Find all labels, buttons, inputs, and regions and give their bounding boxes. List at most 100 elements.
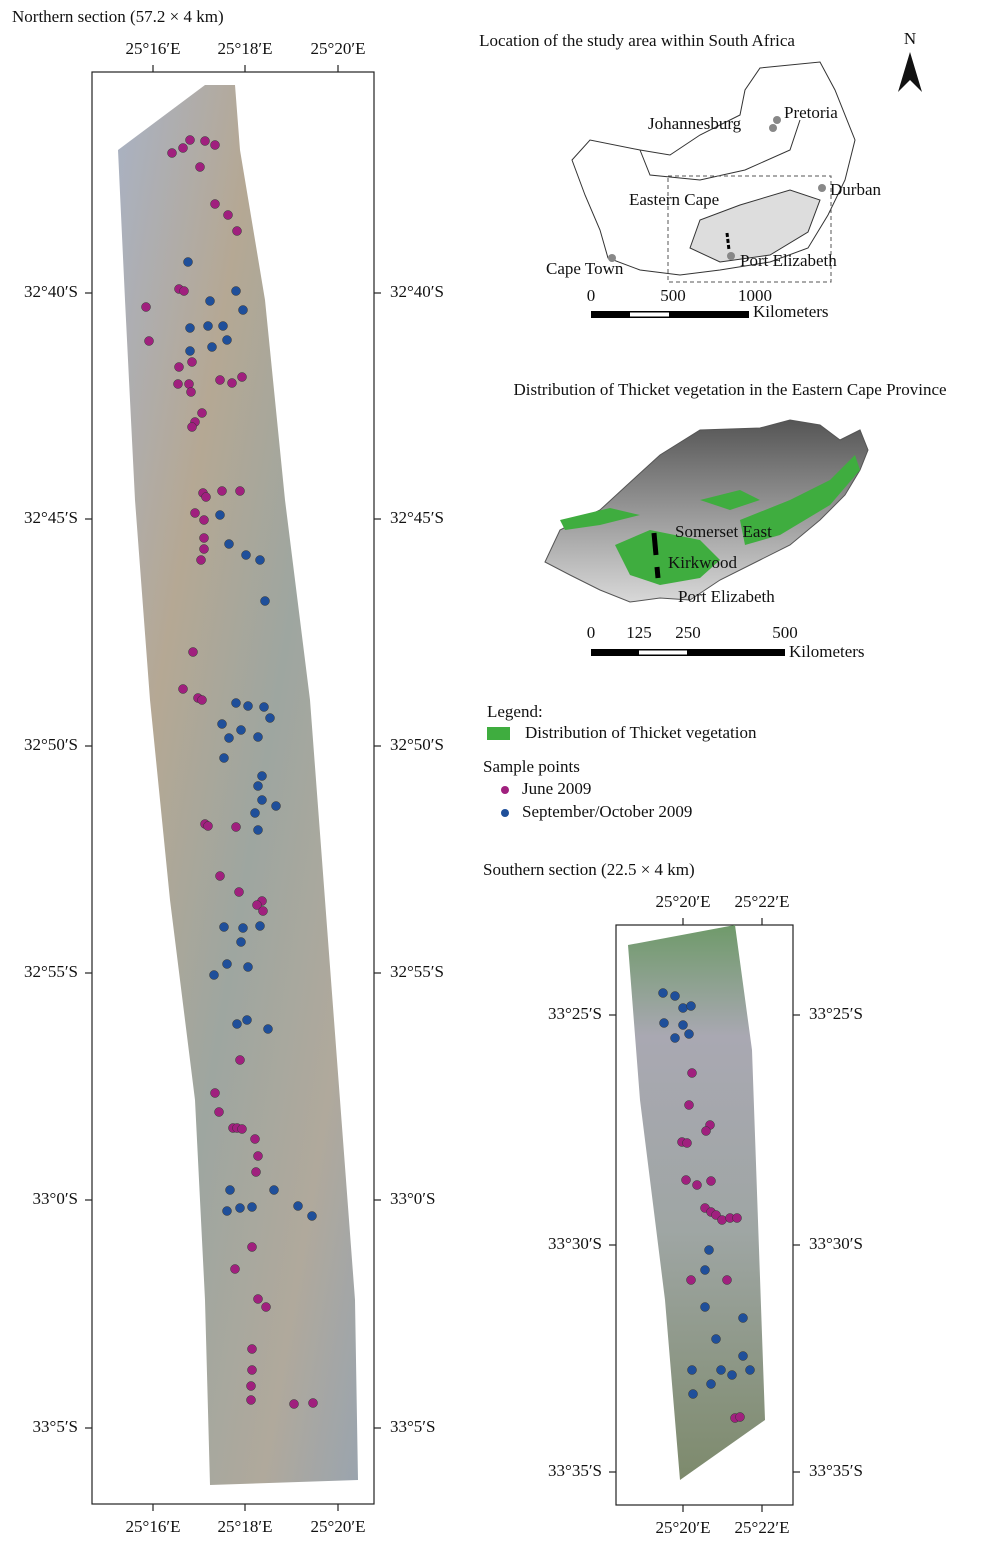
- sample-point: [191, 509, 200, 518]
- location-title: Location of the study area within South …: [479, 31, 795, 50]
- lat-label: 32°40′S: [390, 282, 444, 301]
- sample-point: [198, 696, 207, 705]
- sample-point: [211, 200, 220, 209]
- sample-point: [688, 1069, 697, 1078]
- lon-label: 25°20′E: [656, 892, 711, 911]
- sample-point: [242, 551, 251, 560]
- lon-label: 25°18′E: [218, 1517, 273, 1536]
- sample-point: [184, 258, 193, 267]
- scale-label: 0: [587, 623, 596, 642]
- sample-point: [685, 1101, 694, 1110]
- sample-point: [679, 1021, 688, 1030]
- sample-point: [248, 1345, 257, 1354]
- place-label: Eastern Cape: [629, 190, 719, 209]
- thicket-title: Distribution of Thicket vegetation in th…: [513, 380, 946, 399]
- lat-label: 32°55′S: [390, 962, 444, 981]
- sample-point: [671, 1034, 680, 1043]
- lat-label: 33°30′S: [548, 1234, 602, 1253]
- sample-point: [232, 699, 241, 708]
- place-label: Cape Town: [546, 259, 624, 278]
- sample-point: [233, 227, 242, 236]
- place-label: Kirkwood: [668, 553, 737, 572]
- sample-point: [187, 388, 196, 397]
- sample-point: [251, 1135, 260, 1144]
- sample-point: [687, 1002, 696, 1011]
- sample-point: [201, 137, 210, 146]
- study-strip: [657, 567, 658, 578]
- sample-point: [682, 1176, 691, 1185]
- sample-point: [216, 872, 225, 881]
- sample-point: [746, 1366, 755, 1375]
- lon-label: 25°18′E: [218, 39, 273, 58]
- north-arrow: [898, 52, 922, 92]
- place-label: Somerset East: [675, 522, 772, 541]
- sample-point: [254, 782, 263, 791]
- sample-point: [247, 1396, 256, 1405]
- sample-point: [264, 1025, 273, 1034]
- sample-point: [235, 888, 244, 897]
- sample-point: [659, 989, 668, 998]
- scale-label: 250: [675, 623, 701, 642]
- sample-point: [223, 336, 232, 345]
- sample-point: [248, 1203, 257, 1212]
- sample-point: [248, 1243, 257, 1252]
- sample-point: [251, 809, 260, 818]
- sample-point: [243, 1016, 252, 1025]
- sample-point: [739, 1314, 748, 1323]
- sample-point: [189, 648, 198, 657]
- sample-point: [270, 1186, 279, 1195]
- sample-point: [197, 556, 206, 565]
- sample-point: [220, 923, 229, 932]
- sample-point: [256, 556, 265, 565]
- legend-subtitle: Sample points: [483, 757, 580, 776]
- sample-point: [261, 597, 270, 606]
- sample-point: [168, 149, 177, 158]
- sample-point: [252, 1168, 261, 1177]
- sample-point: [216, 376, 225, 385]
- south-title: Southern section (22.5 × 4 km): [483, 860, 695, 879]
- sample-point: [671, 992, 680, 1001]
- sample-point: [216, 511, 225, 520]
- sample-point: [142, 303, 151, 312]
- place-label: Port Elizabeth: [678, 587, 775, 606]
- legend-swatch: [487, 727, 510, 740]
- sample-point: [186, 347, 195, 356]
- sample-point: [145, 337, 154, 346]
- study-strip: [727, 233, 729, 250]
- legend-label: June 2009: [522, 779, 591, 798]
- sample-point: [231, 1265, 240, 1274]
- sample-point: [260, 703, 269, 712]
- scale-label: 500: [772, 623, 798, 642]
- sample-point: [290, 1400, 299, 1409]
- lat-label: 33°25′S: [548, 1004, 602, 1023]
- sample-point: [660, 1019, 669, 1028]
- lat-label: 32°55′S: [24, 962, 78, 981]
- lat-label: 33°5′S: [390, 1417, 435, 1436]
- lat-label: 33°0′S: [390, 1189, 435, 1208]
- scale-label: 0: [587, 286, 596, 305]
- scale-bar: [591, 311, 749, 318]
- lat-label: 32°50′S: [390, 735, 444, 754]
- sample-point: [688, 1366, 697, 1375]
- scale-bar: [639, 651, 687, 655]
- sample-point: [258, 796, 267, 805]
- sample-point: [248, 1366, 257, 1375]
- figure: Northern section (57.2 × 4 km) 25°16′E25…: [0, 0, 1007, 1547]
- lat-label: 32°40′S: [24, 282, 78, 301]
- sample-point: [259, 907, 268, 916]
- sample-point: [238, 373, 247, 382]
- sample-point: [232, 287, 241, 296]
- lon-label: 25°20′E: [311, 1517, 366, 1536]
- lon-label: 25°16′E: [126, 39, 181, 58]
- lon-label: 25°20′E: [311, 39, 366, 58]
- sample-point: [254, 826, 263, 835]
- legend-label: Distribution of Thicket vegetation: [525, 723, 757, 742]
- sample-point: [238, 1125, 247, 1134]
- sample-point: [224, 211, 233, 220]
- sample-point: [196, 163, 205, 172]
- sample-point: [200, 545, 209, 554]
- sample-point: [188, 423, 197, 432]
- sample-point: [232, 823, 241, 832]
- sample-point: [223, 1207, 232, 1216]
- sample-point: [728, 1371, 737, 1380]
